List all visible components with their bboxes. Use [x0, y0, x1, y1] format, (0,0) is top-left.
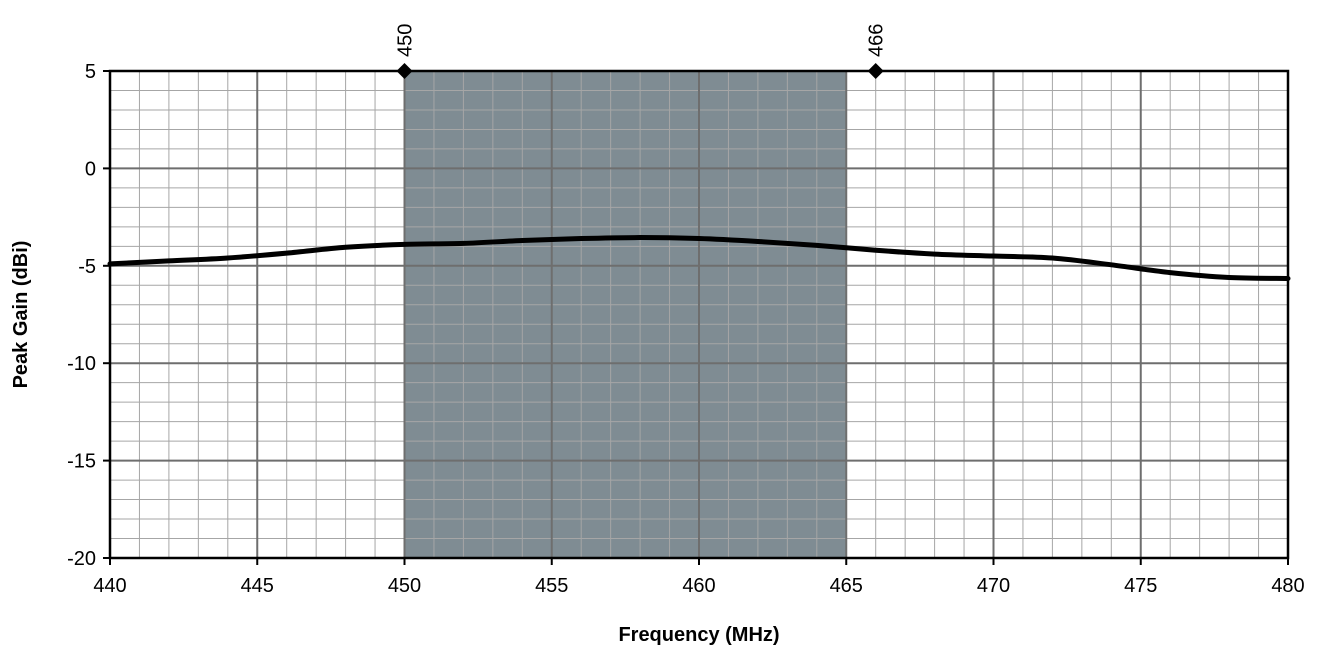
marker-diamond [396, 63, 413, 79]
y-tick-label: -10 [67, 353, 96, 375]
y-tick-label: -20 [67, 548, 96, 570]
marker-layer: 450 466 [395, 24, 888, 79]
y-tick-label: -5 [78, 256, 96, 278]
x-tick-labels: 440 445 450 455 460 465 470 475 480 [93, 575, 1304, 597]
gain-series-line [107, 235, 1291, 281]
x-tick-label: 460 [682, 575, 715, 597]
x-tick-label: 450 [388, 575, 421, 597]
y-tick-label: 5 [85, 61, 96, 83]
marker-label: 450 [395, 24, 417, 57]
marker-label: 466 [866, 24, 888, 57]
y-tick-labels: -20 -15 -10 -5 0 5 [67, 61, 96, 570]
x-tick-label: 470 [977, 575, 1010, 597]
x-axis-title: Frequency (MHz) [618, 624, 779, 646]
series-layer [107, 235, 1291, 281]
x-tick-label: 455 [535, 575, 568, 597]
x-tick-label: 440 [93, 575, 126, 597]
x-tick-label: 480 [1271, 575, 1304, 597]
highlight-band [404, 71, 847, 558]
x-tick-label: 475 [1124, 575, 1157, 597]
highlight-band-layer [404, 71, 847, 558]
x-tick-label: 465 [830, 575, 863, 597]
axis-ticks [103, 70, 1289, 565]
y-tick-label: -15 [67, 451, 96, 473]
y-axis-title: Peak Gain (dBi) [10, 241, 32, 389]
marker-diamond [867, 63, 884, 79]
x-tick-label: 445 [241, 575, 274, 597]
y-tick-label: 0 [85, 158, 96, 180]
